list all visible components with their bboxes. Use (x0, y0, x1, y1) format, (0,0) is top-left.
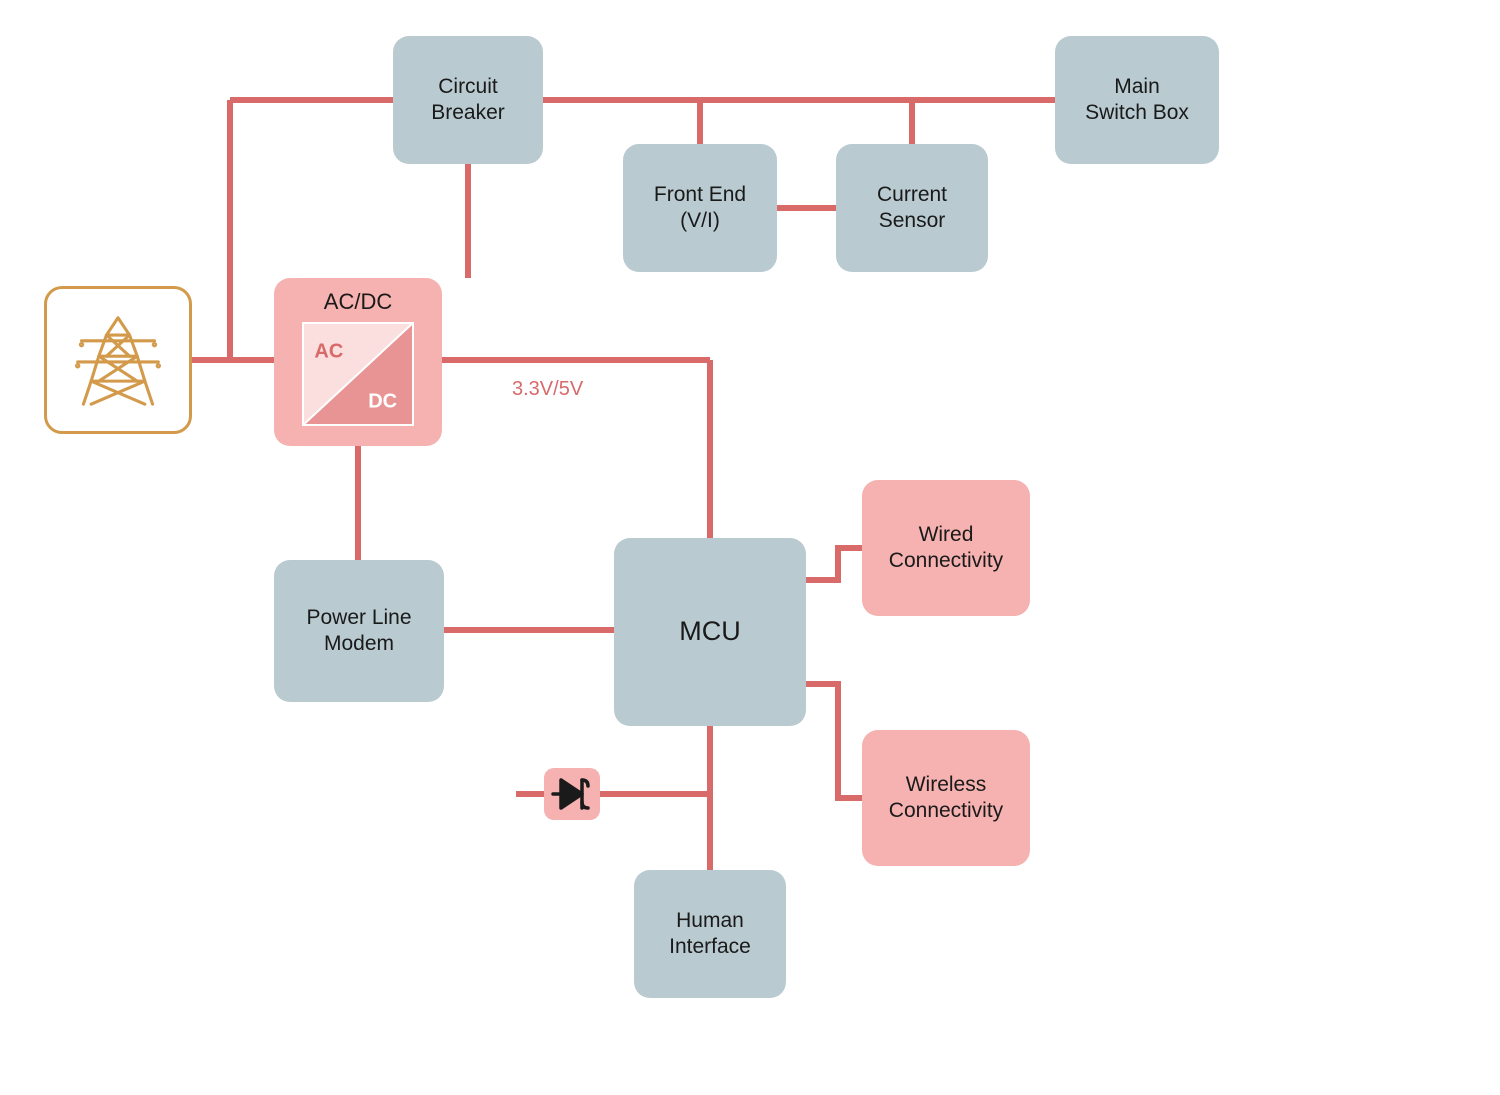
edge-mcu-to-wired (806, 548, 862, 580)
circuit-breaker-label: Circuit Breaker (421, 68, 515, 133)
mcu-block: MCU (614, 538, 806, 726)
wireless-connectivity-block: Wireless Connectivity (862, 730, 1030, 866)
power-tower-icon (44, 286, 192, 434)
tower-svg (70, 312, 166, 408)
wired-connectivity-label: Wired Connectivity (879, 516, 1013, 581)
acdc-block: AC/DC AC DC (274, 278, 442, 446)
power-line-modem-block: Power Line Modem (274, 560, 444, 702)
voltage-label: 3.3V/5V (512, 378, 583, 401)
main-switch-box-block: Main Switch Box (1055, 36, 1219, 164)
current-sensor-block: Current Sensor (836, 144, 988, 272)
svg-text:DC: DC (368, 390, 397, 412)
acdc-title: AC/DC (324, 288, 392, 322)
main-switch-box-label: Main Switch Box (1075, 68, 1199, 133)
edge-mcu-to-wless (806, 684, 862, 798)
mcu-label: MCU (669, 609, 751, 655)
acdc-inner-icon: AC DC (302, 322, 414, 426)
front-end-label: Front End (V/I) (644, 176, 756, 241)
human-interface-block: Human Interface (634, 870, 786, 998)
wired-connectivity-block: Wired Connectivity (862, 480, 1030, 616)
svg-text:AC: AC (314, 340, 343, 362)
diode-svg (544, 768, 600, 820)
wireless-connectivity-label: Wireless Connectivity (879, 766, 1013, 831)
power-line-modem-label: Power Line Modem (296, 599, 421, 664)
current-sensor-label: Current Sensor (867, 176, 957, 241)
diagram-canvas: Circuit Breaker Front End (V/I) Current … (0, 0, 1500, 1095)
front-end-block: Front End (V/I) (623, 144, 777, 272)
human-interface-label: Human Interface (659, 902, 761, 967)
circuit-breaker-block: Circuit Breaker (393, 36, 543, 164)
diode-icon (544, 768, 600, 820)
